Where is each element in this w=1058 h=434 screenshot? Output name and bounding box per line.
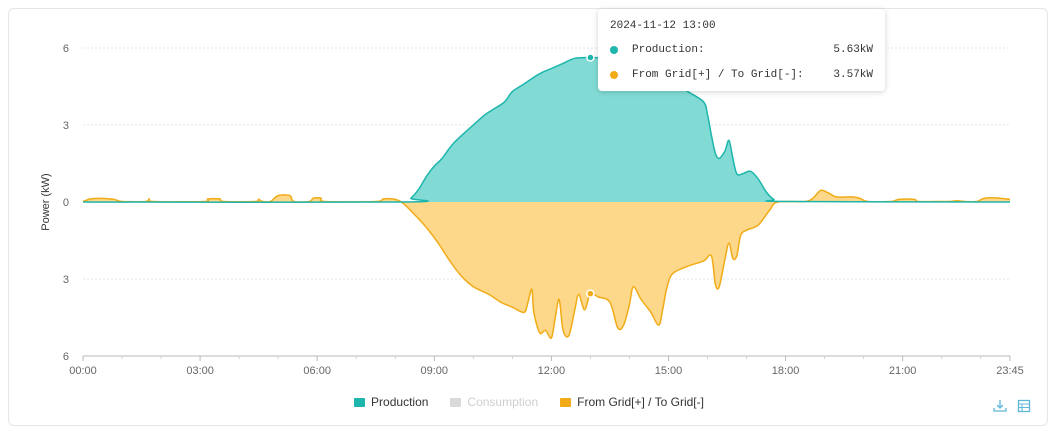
y-axis-label: Power (kW) (40, 173, 52, 230)
legend-item-grid[interactable]: From Grid[+] / To Grid[-] (560, 395, 704, 409)
legend-item-production[interactable]: Production (354, 395, 428, 409)
series-area-2 (83, 190, 1010, 339)
tooltip-value-grid: 3.57kW (833, 69, 873, 81)
x-tick-label-3: 09:00 (421, 365, 449, 377)
y-tick-label-4: 6 (63, 351, 69, 363)
y-tick-label-1: 3 (63, 120, 69, 132)
download-icon[interactable] (992, 398, 1008, 414)
tooltip: 2024-11-12 13:00 Production: 5.63kW From… (598, 9, 885, 91)
data-view-icon[interactable] (1016, 398, 1032, 414)
legend-swatch-grid (560, 397, 572, 407)
y-tick-label-0: 6 (63, 43, 69, 55)
hover-marker-0 (586, 53, 595, 62)
tooltip-name-production: Production: (632, 44, 705, 56)
chart-toolbox (992, 398, 1032, 414)
tooltip-value-production: 5.63kW (833, 44, 873, 56)
tooltip-row-grid: From Grid[+] / To Grid[-]: 3.57kW (610, 68, 873, 82)
x-tick-label-4: 12:00 (538, 365, 566, 377)
x-tick-label-0: 00:00 (69, 365, 97, 377)
tooltip-dot-production (610, 46, 618, 54)
tooltip-row-production: Production: 5.63kW (610, 43, 873, 57)
x-tick-label-6: 18:00 (772, 365, 800, 377)
x-tick-label-8: 23:45 (996, 365, 1024, 377)
hover-marker-1 (586, 289, 595, 298)
series-area-0 (83, 57, 1010, 203)
tooltip-title: 2024-11-12 13:00 (610, 20, 716, 32)
x-tick-label-5: 15:00 (655, 365, 683, 377)
x-tick-label-7: 21:00 (889, 365, 917, 377)
legend: Production Consumption From Grid[+] / To… (0, 395, 1058, 409)
y-tick-label-3: 3 (63, 274, 69, 286)
x-tick-label-1: 03:00 (186, 365, 214, 377)
x-tick-label-2: 06:00 (303, 365, 331, 377)
legend-label-grid: From Grid[+] / To Grid[-] (577, 395, 704, 409)
tooltip-name-grid: From Grid[+] / To Grid[-]: (632, 69, 804, 81)
legend-swatch-consumption (450, 397, 462, 407)
legend-swatch-production (354, 397, 366, 407)
legend-label-production: Production (371, 395, 429, 409)
y-tick-label-2: 0 (63, 197, 69, 209)
series-line-2 (82, 189, 1011, 340)
legend-item-consumption[interactable]: Consumption (450, 395, 538, 409)
tooltip-dot-grid (610, 71, 618, 79)
legend-label-consumption: Consumption (467, 395, 539, 409)
